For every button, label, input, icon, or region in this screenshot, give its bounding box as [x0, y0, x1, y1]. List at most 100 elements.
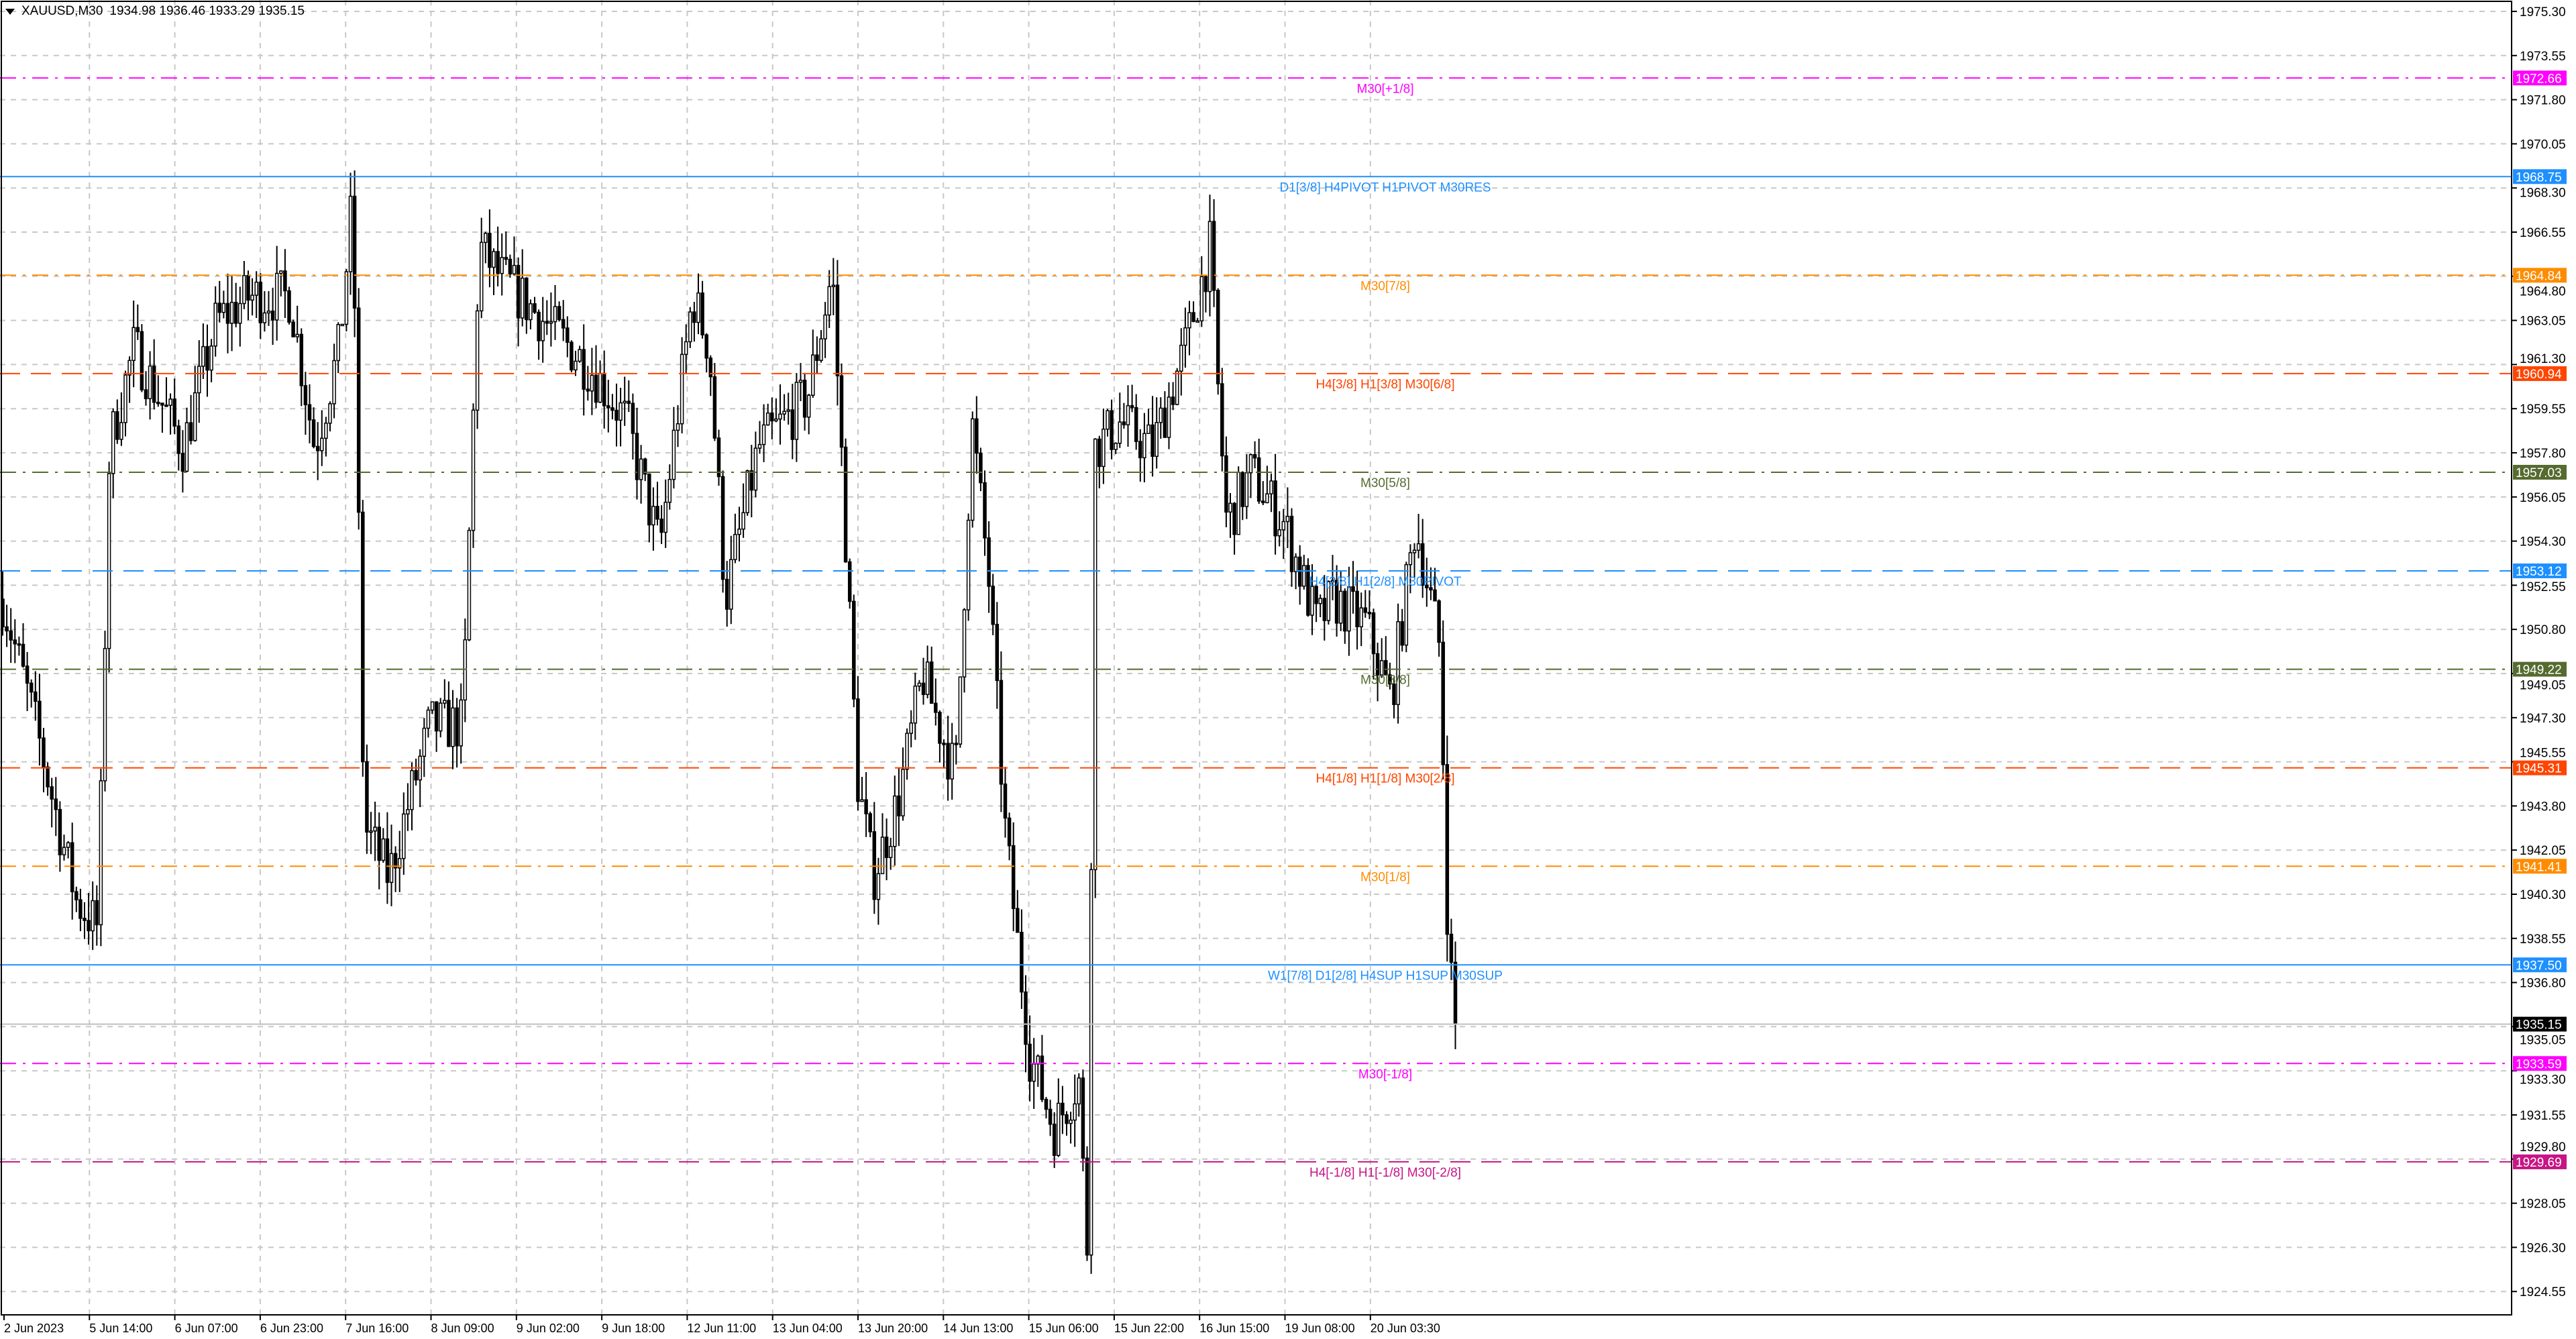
candle-bear: [938, 712, 942, 744]
candle-bear: [38, 700, 42, 739]
price-axis[interactable]: 1975.30 1973.55 1971.80 1970.05 1968.30 1966.…: [2512, 5, 2567, 1299]
candle-bear: [140, 331, 144, 390]
price-tick-label: 1926.30: [2520, 1241, 2566, 1255]
candle-bear: [720, 476, 725, 580]
price-tick-label: 1945.55: [2520, 747, 2566, 761]
time-tick-label: 14 Jun 13:00: [943, 1322, 1013, 1335]
candle-bear: [1429, 587, 1433, 591]
candle-bull: [131, 327, 136, 362]
price-tick-label: 1961.30: [2520, 352, 2566, 366]
candle-bear: [1052, 1124, 1057, 1157]
candle-bull: [966, 519, 971, 610]
candle-bear: [291, 321, 295, 337]
price-tick-label: 1950.80: [2520, 623, 2566, 637]
candle-bull: [1114, 443, 1118, 450]
candle-bear: [1028, 1043, 1032, 1082]
candle-bull: [663, 501, 667, 533]
candle-bull: [406, 809, 410, 815]
level-price-tag-bg: [2513, 563, 2567, 578]
level-label: M30[+1/8]: [1356, 82, 1413, 96]
level-label: M30[3/8]: [1360, 674, 1410, 688]
time-axis[interactable]: 2 Jun 2023 5 Jun 14:00 6 Jun 07:00 6 Jun 23…: [3, 1315, 1440, 1335]
time-tick-label: 6 Jun 23:00: [260, 1322, 323, 1335]
candle-bull: [111, 411, 115, 474]
candle-bull: [880, 837, 885, 875]
candle-bear: [78, 899, 83, 919]
candle-bear: [884, 837, 889, 859]
ohlc-values: 1934.98 1936.46 1933.29 1935.15: [109, 4, 305, 18]
candle-bull: [574, 360, 578, 371]
candle-bear: [610, 407, 614, 411]
candle-bear: [602, 372, 606, 407]
candle-bull: [410, 769, 414, 810]
candle-bear: [1024, 991, 1028, 1045]
candle-bear: [1097, 438, 1102, 468]
candle-bear: [1007, 817, 1012, 847]
candle-bear: [1081, 1077, 1085, 1159]
candle-bear: [525, 277, 529, 321]
candle-bear: [1216, 290, 1220, 384]
price-tick-label: 1947.30: [2520, 712, 2566, 726]
time-tick-label: 2 Jun 2023: [4, 1322, 64, 1335]
candle-bear: [856, 698, 860, 802]
bid-price-tag-bg: [2513, 1016, 2567, 1032]
level-price-tag: 1937.50: [2516, 959, 2562, 973]
price-tick-label: 1973.55: [2520, 50, 2566, 64]
candle-bull: [860, 799, 864, 802]
candle-bear: [1343, 590, 1347, 632]
candle-bear: [655, 506, 659, 520]
triangle-down-icon[interactable]: [5, 8, 15, 15]
candle-bull: [1146, 424, 1150, 434]
candle-bear: [1388, 674, 1392, 685]
level-label: H4[-1/8] H1[-1/8] M30[-2/8]: [1309, 1166, 1461, 1180]
candle-bull: [623, 400, 627, 404]
candle-bear: [852, 600, 856, 700]
candle-bull: [66, 842, 70, 848]
candle-bull: [917, 682, 922, 687]
candle-bear: [995, 623, 1000, 682]
level-label: M30[5/8]: [1360, 476, 1410, 490]
candle-bull: [901, 769, 905, 816]
candle-bear: [1314, 586, 1318, 604]
candle-bear: [1441, 641, 1445, 765]
candle-bear: [455, 707, 459, 747]
time-tick-label: 13 Jun 04:00: [773, 1322, 843, 1335]
level-label: W1[7/8] D1[2/8] H4SUP H1SUP M30SUP: [1268, 969, 1503, 983]
candle-bear: [508, 258, 513, 275]
candle-bull: [438, 702, 443, 732]
candle-bear: [13, 639, 17, 645]
candle-bear: [1130, 405, 1134, 409]
candle-bull: [1167, 396, 1171, 438]
price-tick-label: 1971.80: [2520, 94, 2566, 108]
candle-bull: [819, 338, 823, 361]
candle-bull: [651, 506, 655, 526]
candle-bear: [1437, 600, 1441, 643]
candle-bull: [696, 292, 700, 323]
candle-bear: [377, 826, 381, 861]
time-tick-label: 5 Jun 14:00: [89, 1322, 152, 1335]
candle-bear: [1306, 565, 1310, 616]
candle-bull: [262, 312, 267, 323]
candle-bull: [1265, 493, 1269, 504]
candle-bear: [1232, 502, 1236, 535]
time-tick-label: 9 Jun 02:00: [517, 1322, 580, 1335]
candle-bull: [328, 403, 332, 424]
candle-bear: [614, 409, 619, 421]
candle-bull: [774, 418, 778, 422]
candles: [1, 170, 1458, 1274]
candle-bear: [352, 195, 357, 309]
candle-bull: [184, 422, 189, 472]
candle-bull: [389, 853, 394, 883]
candle-bear: [1392, 683, 1396, 705]
candle-bear: [1384, 659, 1388, 676]
candle-bear: [164, 405, 168, 407]
candle-bull: [213, 303, 217, 347]
candle-bear: [287, 290, 291, 323]
candle-bull: [753, 447, 758, 491]
candle-bear: [1203, 276, 1208, 292]
candle-bull: [782, 411, 786, 415]
candle-bear: [843, 446, 848, 563]
candle-bear: [488, 233, 492, 268]
candle-bull: [1408, 552, 1413, 566]
